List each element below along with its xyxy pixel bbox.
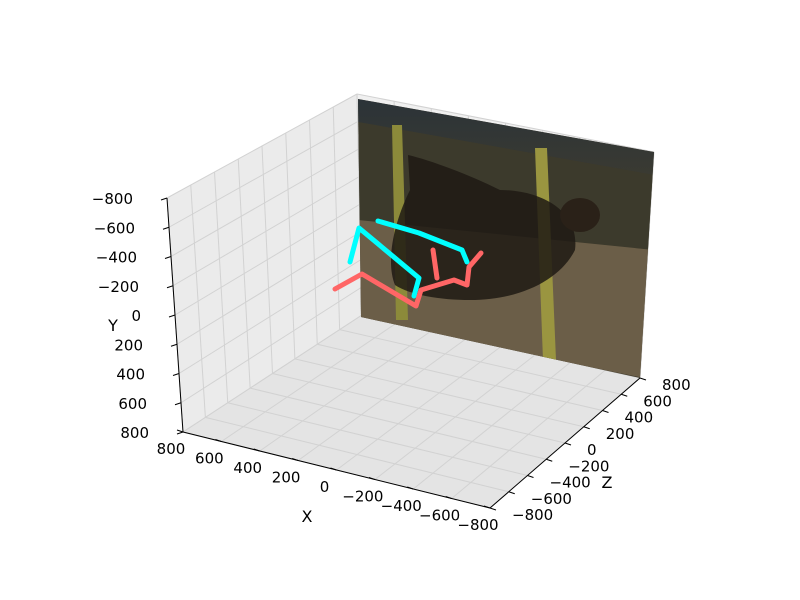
red-limb-line [332,250,484,309]
x-axis-tick-label: −800 [457,516,498,534]
z-axis-tick [621,393,628,397]
x-axis-tick-label: 0 [320,478,330,496]
z-axis-tick-label: 600 [643,392,672,410]
y-axis-label: Y [107,316,118,335]
y-axis-tick [174,402,182,406]
x-axis-tick-label: −600 [419,507,460,525]
pose-skeleton [332,218,484,309]
z-axis-tick [546,458,553,462]
y-axis-tick-label: −400 [96,249,137,267]
z-axis-tick [508,491,515,495]
z-axis-tick-label: 0 [587,441,597,459]
x-axis-tick [291,458,299,461]
x-axis-tick [483,505,491,509]
z-axis-tick [489,507,497,511]
x-axis-label: X [302,507,313,526]
z-axis-tick-label: −400 [550,474,591,492]
y-axis-tick [176,431,184,435]
y-axis-tick [162,226,170,230]
x-axis-tick-label: 600 [195,450,224,468]
x-axis-tick [368,477,376,480]
z-axis-tick [639,377,647,381]
left-pane [167,94,362,432]
y-axis-tick [160,197,168,201]
y-axis-tick [164,256,172,259]
y-axis-tick-label: −800 [92,190,133,208]
z-axis-tick-label: 800 [662,376,691,394]
x-axis-tick [215,439,222,442]
x-axis-tick-label: 400 [233,459,262,477]
y-axis-tick-label: −600 [94,219,135,237]
y-axis-tick-label: 200 [114,336,143,354]
x-axis-tick [445,496,452,499]
z-axis-tick [583,426,590,430]
x-axis-tick [176,429,184,433]
x-axis-tick [253,448,260,452]
x-axis-tick-label: 800 [157,440,186,458]
y-axis-tick-label: 600 [118,395,147,413]
z-axis-tick [564,442,572,446]
y-axis-tick-label: 400 [116,366,145,384]
axis-ticks [160,197,647,511]
x-axis-tick [330,467,337,471]
y-axis-tick [166,285,174,289]
z-axis-tick-label: −200 [568,457,609,475]
y-axis-tick [172,373,180,376]
z-axis-tick-label: 200 [606,425,635,443]
z-axis-tick-label: −600 [531,490,572,508]
y-axis-tick [170,343,178,347]
y-axis-tick-label: 0 [131,307,141,325]
z-axis-tick-label: 400 [625,409,654,427]
red-limb-line [430,247,440,281]
x-axis-tick-label: −200 [342,488,383,506]
y-axis-tick [168,314,176,318]
x-axis-tick-label: 200 [272,469,301,487]
x-axis-tick [407,486,414,490]
z-axis-tick [527,475,534,478]
y-axis-tick-label: 800 [120,424,149,442]
z-axis-label: Z [602,473,613,492]
athlete-head [560,198,600,232]
z-axis-tick-label: −800 [512,506,553,524]
x-axis-tick-label: −400 [381,497,422,515]
y-axis-tick-label: −200 [98,278,139,296]
z-axis-tick [602,410,609,413]
cyan-limb-line [347,225,422,299]
axis-tick-labels: 8006004002000−200−400−600−800−800−600−40… [92,190,691,534]
cyan-limb-line [375,218,470,265]
